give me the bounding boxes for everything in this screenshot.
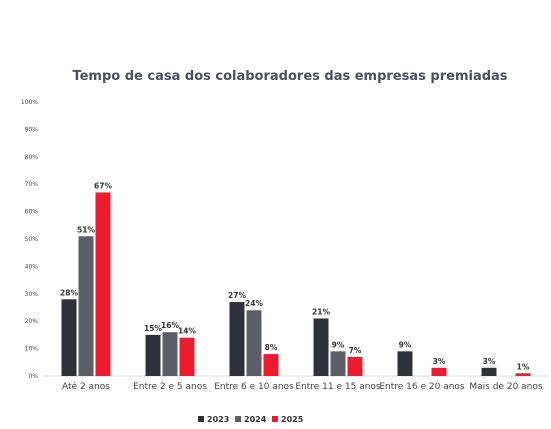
y-tick-label: 0%	[28, 373, 38, 380]
bar	[481, 367, 497, 376]
bar	[263, 354, 279, 376]
bar	[515, 373, 531, 376]
data-label: 16%	[161, 321, 179, 330]
bar	[61, 299, 77, 376]
x-axis: Até 2 anos Entre 2 e 5 anos Entre 6 e 10 a…	[62, 381, 543, 392]
data-label: 21%	[312, 307, 330, 316]
bars	[61, 192, 531, 376]
bar	[145, 334, 161, 376]
y-axis: 0% 10% 20% 30% 40% 50% 60% 70% 80% 90% 100%	[21, 99, 38, 380]
bar	[162, 332, 178, 376]
legend: 2023 2024 2025	[198, 415, 304, 424]
data-label: 3%	[483, 357, 496, 366]
y-tick-label: 20%	[25, 318, 39, 325]
data-label: 67%	[94, 181, 112, 190]
x-tick-label: Mais de 20 anos	[469, 382, 542, 392]
bar	[246, 310, 262, 376]
y-tick-label: 80%	[25, 154, 39, 161]
data-label: 7%	[349, 346, 362, 355]
bar	[179, 337, 195, 376]
y-tick-label: 60%	[25, 209, 39, 216]
data-label: 9%	[332, 340, 345, 349]
legend-swatch	[198, 416, 204, 422]
x-tick-label: Entre 2 e 5 anos	[133, 382, 207, 392]
y-tick-label: 50%	[25, 236, 39, 243]
data-label: 24%	[245, 299, 263, 308]
legend-swatch	[272, 416, 278, 422]
legend-swatch	[235, 416, 241, 422]
x-tick-label: Entre 11 e 15 anos	[295, 382, 381, 392]
x-tick-label: Entre 6 e 10 anos	[214, 382, 294, 392]
bar	[347, 356, 363, 376]
data-label: 3%	[433, 357, 446, 366]
x-tick-label: Entre 16 e 20 anos	[379, 382, 465, 392]
data-label: 14%	[178, 327, 196, 336]
x-tick-label: Até 2 anos	[62, 381, 110, 392]
y-tick-label: 90%	[25, 126, 39, 133]
data-label: 9%	[399, 340, 412, 349]
legend-label: 2025	[281, 415, 304, 424]
legend-label: 2023	[207, 415, 229, 424]
bar	[431, 367, 447, 376]
data-label: 8%	[265, 343, 278, 352]
data-labels: 28% 51% 67% 15% 16%14% 27%24% 8% 21% 9% 7% 9% 3% 3% 1…	[60, 181, 530, 371]
bar	[313, 318, 329, 376]
chart-title: Tempo de casa dos colaboradores das empr…	[72, 69, 507, 84]
bar	[78, 236, 94, 376]
bar	[95, 192, 111, 376]
data-label: 15%	[144, 324, 162, 333]
y-tick-label: 40%	[25, 263, 39, 270]
legend-label: 2024	[244, 415, 267, 424]
data-label: 27%	[228, 291, 246, 300]
bar	[330, 351, 346, 376]
y-tick-label: 10%	[25, 346, 39, 353]
bar	[397, 351, 413, 376]
bar	[229, 302, 245, 376]
y-tick-label: 70%	[25, 181, 39, 188]
data-label: 51%	[77, 225, 95, 234]
y-tick-label: 100%	[21, 99, 38, 106]
data-label: 28%	[60, 288, 78, 297]
y-tick-label: 30%	[25, 291, 39, 298]
data-label: 1%	[517, 362, 530, 371]
